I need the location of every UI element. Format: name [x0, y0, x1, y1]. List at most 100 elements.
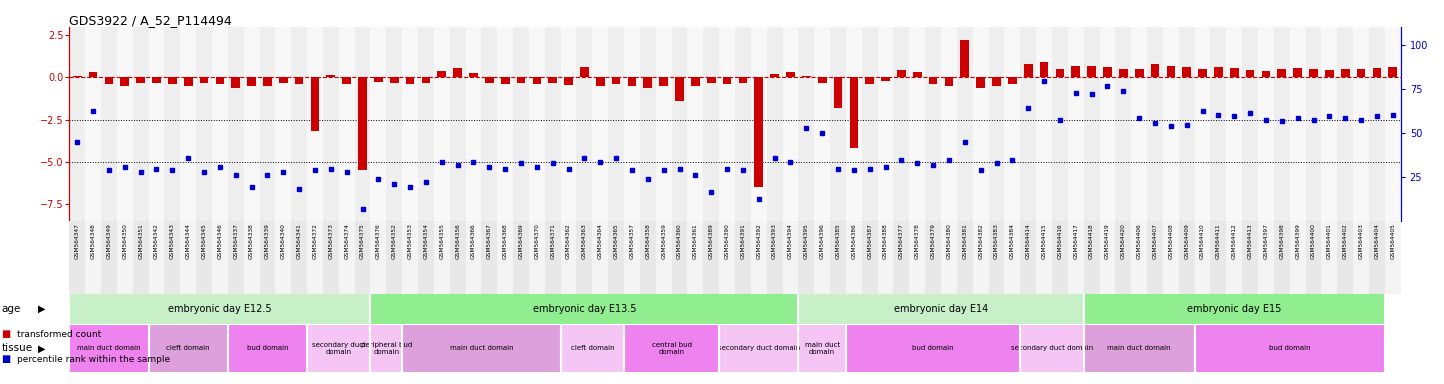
Bar	[1005, 221, 1021, 294]
Text: GSM564389: GSM564389	[709, 223, 713, 259]
Bar	[1194, 326, 1385, 372]
Text: GSM564419: GSM564419	[1105, 223, 1110, 259]
Text: GSM564349: GSM564349	[107, 223, 111, 259]
Bar	[101, 27, 117, 221]
Text: main duct domain: main duct domain	[77, 346, 140, 351]
Bar	[1369, 221, 1385, 294]
Bar	[814, 221, 830, 294]
Text: GSM564387: GSM564387	[868, 223, 872, 259]
Bar	[469, 73, 478, 78]
Bar	[560, 221, 576, 294]
Text: GSM564343: GSM564343	[170, 223, 175, 259]
Text: GSM564339: GSM564339	[264, 223, 270, 259]
Bar	[196, 27, 212, 221]
Bar	[1103, 67, 1112, 78]
Bar	[533, 78, 542, 84]
Bar	[355, 221, 371, 294]
Bar	[390, 78, 399, 83]
Bar	[231, 78, 240, 88]
Bar	[751, 27, 767, 221]
Bar	[1083, 221, 1099, 294]
Text: GSM564337: GSM564337	[234, 223, 238, 259]
Bar	[878, 221, 894, 294]
Text: central bud
domain: central bud domain	[651, 342, 692, 355]
Bar	[513, 27, 529, 221]
Text: GSM564401: GSM564401	[1327, 223, 1331, 259]
Bar	[358, 78, 367, 170]
Bar	[687, 221, 703, 294]
Bar	[1388, 67, 1398, 78]
Bar	[1278, 69, 1287, 78]
Bar	[149, 221, 165, 294]
Bar	[1178, 221, 1194, 294]
Bar	[894, 27, 910, 221]
Text: GSM564417: GSM564417	[1073, 223, 1079, 259]
Bar	[596, 78, 605, 86]
Bar	[881, 78, 890, 81]
Text: GSM564390: GSM564390	[725, 223, 729, 259]
Bar	[738, 78, 748, 83]
Text: GSM564405: GSM564405	[1391, 223, 1395, 259]
Text: GSM564355: GSM564355	[439, 223, 445, 259]
Bar	[830, 221, 846, 294]
Bar	[308, 326, 371, 372]
Text: GSM564344: GSM564344	[186, 223, 191, 259]
Bar	[279, 78, 287, 83]
Bar	[544, 221, 560, 294]
Bar	[894, 221, 910, 294]
Text: GSM564384: GSM564384	[1009, 223, 1015, 259]
Bar	[913, 71, 921, 78]
Bar	[1131, 221, 1147, 294]
Bar	[660, 78, 669, 86]
Text: GSM564410: GSM564410	[1200, 223, 1206, 259]
Bar	[1037, 27, 1053, 221]
Bar	[1226, 221, 1242, 294]
Bar	[1369, 27, 1385, 221]
Bar	[592, 221, 608, 294]
Bar	[735, 27, 751, 221]
Bar	[671, 221, 687, 294]
Bar	[438, 71, 446, 78]
Text: GSM564386: GSM564386	[852, 223, 856, 259]
Bar	[640, 221, 656, 294]
Text: GSM564412: GSM564412	[1232, 223, 1236, 259]
Bar	[1258, 27, 1274, 221]
Bar	[1210, 27, 1226, 221]
Bar	[1210, 221, 1226, 294]
Bar	[719, 326, 799, 372]
Text: GSM564400: GSM564400	[1311, 223, 1315, 259]
Text: GSM564413: GSM564413	[1248, 223, 1252, 259]
Bar	[928, 78, 937, 84]
Text: GSM564364: GSM564364	[598, 223, 602, 259]
Bar	[339, 221, 355, 294]
Bar	[180, 27, 196, 221]
Bar	[1289, 27, 1305, 221]
Text: GSM564408: GSM564408	[1168, 223, 1174, 259]
Text: GSM564368: GSM564368	[503, 223, 508, 259]
Text: GSM564361: GSM564361	[693, 223, 697, 258]
Bar	[944, 78, 953, 86]
Bar	[1353, 27, 1369, 221]
Bar	[401, 326, 560, 372]
Bar	[1071, 66, 1080, 78]
Bar	[1053, 221, 1067, 294]
Bar	[1147, 27, 1162, 221]
Bar	[69, 221, 85, 294]
Bar	[1310, 69, 1318, 78]
Bar	[973, 221, 989, 294]
Text: embryonic day E15: embryonic day E15	[1187, 304, 1281, 314]
Text: bud domain: bud domain	[1269, 346, 1311, 351]
Text: GSM564358: GSM564358	[645, 223, 650, 259]
Bar	[592, 27, 608, 221]
Text: GSM564369: GSM564369	[518, 223, 524, 259]
Bar	[168, 78, 176, 84]
Bar	[497, 27, 513, 221]
Text: GSM564376: GSM564376	[375, 223, 381, 259]
Bar	[228, 221, 244, 294]
Bar	[387, 27, 403, 221]
Bar	[69, 326, 149, 372]
Bar	[783, 27, 799, 221]
Bar	[1337, 221, 1353, 294]
Bar	[799, 326, 846, 372]
Bar	[612, 78, 621, 84]
